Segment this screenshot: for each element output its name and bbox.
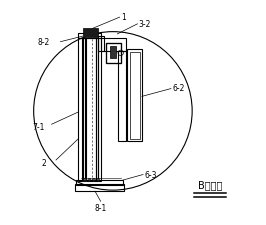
Text: 6-3: 6-3 — [144, 171, 157, 180]
Bar — [127, 50, 142, 141]
Bar — [86, 39, 96, 181]
Circle shape — [84, 178, 86, 182]
Bar — [110, 47, 116, 59]
Text: 1: 1 — [121, 13, 126, 22]
Bar — [130, 52, 140, 139]
Bar — [78, 34, 101, 39]
Circle shape — [88, 178, 91, 182]
Bar — [78, 39, 82, 181]
Text: 8-2: 8-2 — [38, 38, 50, 47]
Text: 3-2: 3-2 — [139, 20, 151, 29]
Text: 7-1: 7-1 — [32, 122, 44, 131]
Bar — [96, 39, 98, 181]
Bar — [98, 37, 104, 51]
Text: 2: 2 — [41, 158, 46, 167]
Bar — [98, 39, 101, 181]
Bar — [76, 180, 123, 185]
Bar — [83, 29, 98, 38]
Bar — [83, 39, 85, 181]
Circle shape — [97, 178, 100, 182]
Bar — [75, 184, 124, 191]
Bar — [118, 51, 126, 141]
Text: B部放大: B部放大 — [198, 180, 222, 190]
Text: 6-2: 6-2 — [172, 84, 184, 93]
Bar — [106, 44, 121, 64]
Text: 8-1: 8-1 — [94, 203, 107, 212]
Bar — [101, 39, 126, 51]
Circle shape — [92, 178, 95, 182]
